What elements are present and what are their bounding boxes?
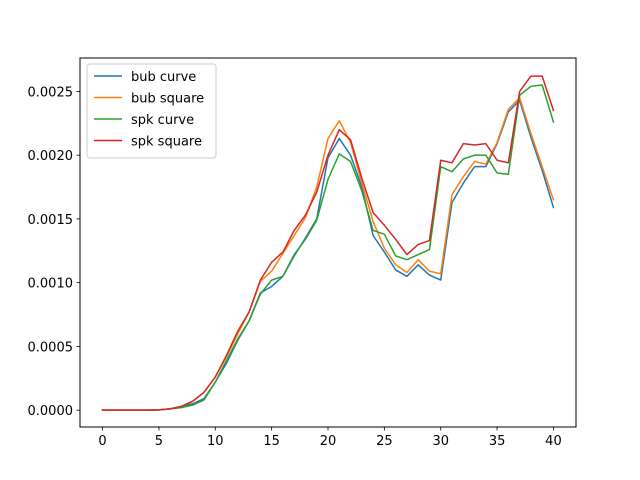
legend-label-1: bub curve <box>131 70 196 85</box>
x-tick-label: 0 <box>98 434 106 449</box>
y-tick-label: 0.0000 <box>28 404 74 419</box>
y-tick-label: 0.0015 <box>28 213 74 228</box>
legend: bub curve bub square spk curve spk square <box>86 63 217 159</box>
x-axis: 0 5 10 15 20 25 30 35 40 <box>98 427 562 449</box>
x-tick-label: 35 <box>489 434 506 449</box>
x-tick-label: 10 <box>207 434 224 449</box>
series-line-4 <box>101 75 555 411</box>
x-tick-label: 5 <box>155 434 163 449</box>
y-tick-label: 0.0020 <box>28 149 74 164</box>
y-tick-label: 0.0010 <box>28 277 74 292</box>
x-tick-label: 25 <box>376 434 393 449</box>
legend-box <box>86 63 217 159</box>
y-tick-label: 0.0025 <box>28 85 74 100</box>
y-axis: 0.0000 0.0005 0.0010 0.0015 0.0020 0.0025 <box>28 85 80 419</box>
series-line-3 <box>101 84 555 411</box>
y-tick-label: 0.0005 <box>28 340 74 355</box>
x-tick-label: 15 <box>263 434 280 449</box>
legend-label-4: spk square <box>131 135 202 150</box>
legend-label-3: spk curve <box>131 113 194 128</box>
x-tick-label: 40 <box>545 434 562 449</box>
legend-label-2: bub square <box>131 92 204 107</box>
series-layer <box>101 75 555 411</box>
x-tick-label: 20 <box>320 434 337 449</box>
x-tick-label: 30 <box>432 434 449 449</box>
